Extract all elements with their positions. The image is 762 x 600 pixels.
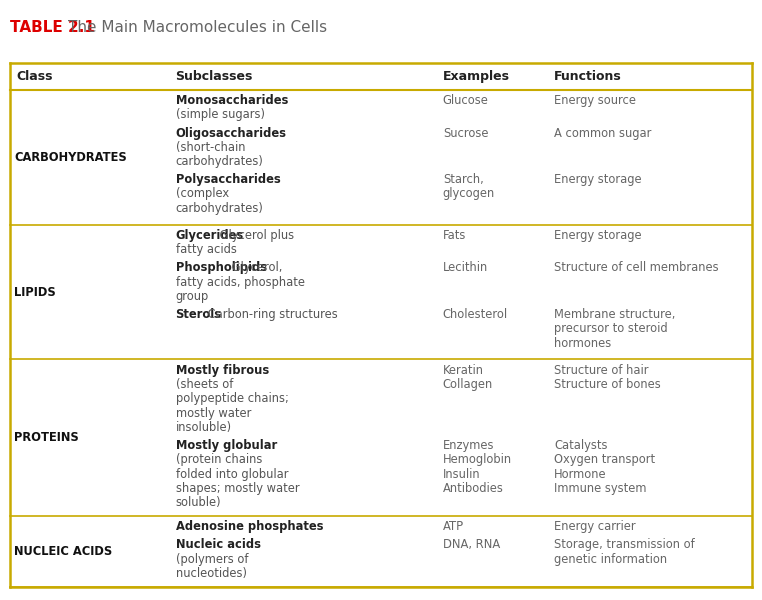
Text: (polymers of: (polymers of <box>175 553 248 566</box>
Text: The Main Macromolecules in Cells: The Main Macromolecules in Cells <box>68 19 327 34</box>
Text: carbohydrates): carbohydrates) <box>175 155 264 168</box>
Text: genetic information: genetic information <box>554 553 668 566</box>
Text: polypeptide chains;: polypeptide chains; <box>175 392 289 406</box>
Text: carbohydrates): carbohydrates) <box>175 202 264 215</box>
Text: hormones: hormones <box>554 337 611 350</box>
Text: soluble): soluble) <box>175 496 221 509</box>
Text: Nucleic acids: Nucleic acids <box>175 538 261 551</box>
Text: A common sugar: A common sugar <box>554 127 652 140</box>
Text: Energy source: Energy source <box>554 94 636 107</box>
Text: Energy carrier: Energy carrier <box>554 520 636 533</box>
Text: (complex: (complex <box>175 187 229 200</box>
Text: Sterols: Sterols <box>175 308 222 321</box>
Text: fatty acids: fatty acids <box>175 243 236 256</box>
Text: Glucose: Glucose <box>443 94 488 107</box>
Text: folded into globular: folded into globular <box>175 467 288 481</box>
Text: CARBOHYDRATES: CARBOHYDRATES <box>14 151 127 164</box>
Text: Structure of bones: Structure of bones <box>554 378 661 391</box>
Text: Sucrose: Sucrose <box>443 127 488 140</box>
Text: Adenosine phosphates: Adenosine phosphates <box>175 520 323 533</box>
Text: Glycerides: Glycerides <box>175 229 244 242</box>
Text: Structure of cell membranes: Structure of cell membranes <box>554 262 719 274</box>
Text: Hemoglobin: Hemoglobin <box>443 453 512 466</box>
Text: Insulin: Insulin <box>443 467 480 481</box>
Text: LIPIDS: LIPIDS <box>14 286 56 299</box>
Text: precursor to steroid: precursor to steroid <box>554 322 668 335</box>
Text: Membrane structure,: Membrane structure, <box>554 308 675 321</box>
Text: Enzymes: Enzymes <box>443 439 495 452</box>
Text: Class: Class <box>16 70 53 83</box>
Text: TABLE 2.1: TABLE 2.1 <box>10 19 105 34</box>
Text: Subclasses: Subclasses <box>175 70 253 83</box>
Text: Lecithin: Lecithin <box>443 262 488 274</box>
Text: Collagen: Collagen <box>443 378 493 391</box>
Text: Functions: Functions <box>554 70 622 83</box>
Text: ATP: ATP <box>443 520 464 533</box>
Text: Catalysts: Catalysts <box>554 439 607 452</box>
Text: Mostly fibrous: Mostly fibrous <box>175 364 269 377</box>
Text: Glycerol plus: Glycerol plus <box>216 229 293 242</box>
Text: nucleotides): nucleotides) <box>175 567 247 580</box>
Text: Carbon-ring structures: Carbon-ring structures <box>203 308 338 321</box>
Text: Immune system: Immune system <box>554 482 647 495</box>
Text: DNA, RNA: DNA, RNA <box>443 538 500 551</box>
Text: Examples: Examples <box>443 70 510 83</box>
Text: glycogen: glycogen <box>443 187 495 200</box>
Text: group: group <box>175 290 209 303</box>
Text: Phospholipids: Phospholipids <box>175 262 267 274</box>
Text: Fats: Fats <box>443 229 466 242</box>
Text: Starch,: Starch, <box>443 173 484 186</box>
Text: (protein chains: (protein chains <box>175 453 262 466</box>
Text: Energy storage: Energy storage <box>554 173 642 186</box>
Text: mostly water: mostly water <box>175 407 251 419</box>
Text: (simple sugars): (simple sugars) <box>175 109 264 121</box>
Text: Antibodies: Antibodies <box>443 482 504 495</box>
Text: PROTEINS: PROTEINS <box>14 431 79 444</box>
Text: insoluble): insoluble) <box>175 421 232 434</box>
Text: Glycerol,: Glycerol, <box>228 262 282 274</box>
Text: Cholesterol: Cholesterol <box>443 308 508 321</box>
Text: Structure of hair: Structure of hair <box>554 364 648 377</box>
Text: Oligosaccharides: Oligosaccharides <box>175 127 287 140</box>
Text: Monosaccharides: Monosaccharides <box>175 94 288 107</box>
Text: Oxygen transport: Oxygen transport <box>554 453 655 466</box>
Text: Hormone: Hormone <box>554 467 607 481</box>
Text: fatty acids, phosphate: fatty acids, phosphate <box>175 275 305 289</box>
Text: Mostly globular: Mostly globular <box>175 439 277 452</box>
Text: shapes; mostly water: shapes; mostly water <box>175 482 299 495</box>
Text: Keratin: Keratin <box>443 364 484 377</box>
Text: Energy storage: Energy storage <box>554 229 642 242</box>
Text: (sheets of: (sheets of <box>175 378 233 391</box>
Text: NUCLEIC ACIDS: NUCLEIC ACIDS <box>14 545 113 558</box>
Text: (short-chain: (short-chain <box>175 141 245 154</box>
Text: Polysaccharides: Polysaccharides <box>175 173 280 186</box>
Text: Storage, transmission of: Storage, transmission of <box>554 538 695 551</box>
